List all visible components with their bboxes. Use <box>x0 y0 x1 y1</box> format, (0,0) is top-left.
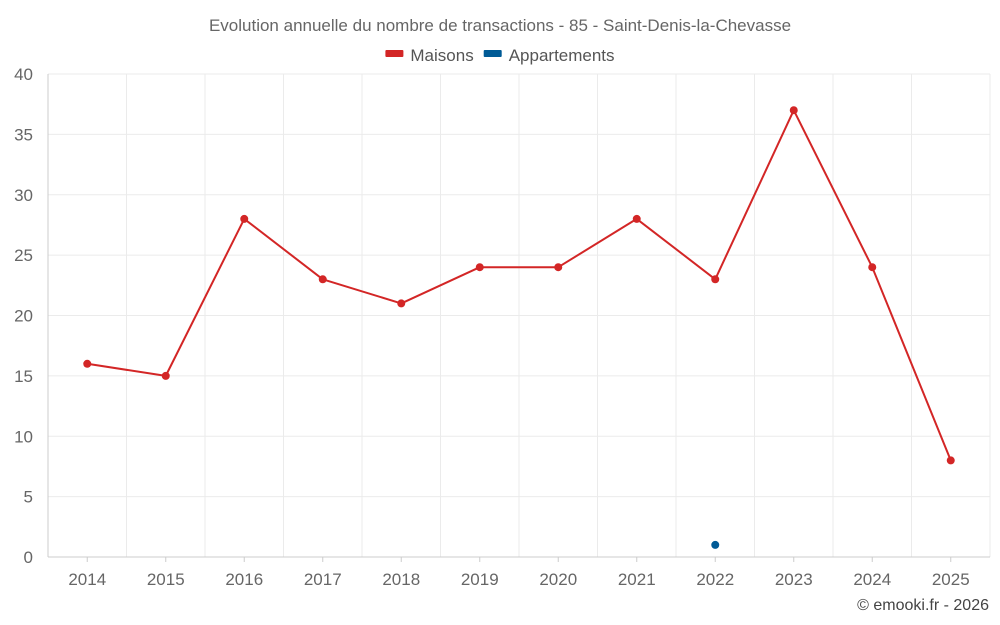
y-tick-label: 35 <box>14 125 33 144</box>
x-tick-label: 2021 <box>618 570 656 589</box>
data-point-maisons[interactable] <box>161 371 170 380</box>
gridlines <box>47 73 991 557</box>
data-point-maisons[interactable] <box>240 214 249 223</box>
x-tick-label: 2014 <box>68 570 106 589</box>
data-point-maisons[interactable] <box>318 275 327 284</box>
legend-label: Maisons <box>410 46 473 65</box>
x-tick-label: 2024 <box>853 570 891 589</box>
x-tick-label: 2023 <box>775 570 813 589</box>
legend-item-appartements[interactable]: Appartements <box>483 46 615 65</box>
credit-text: © emooki.fr - 2026 <box>857 597 989 614</box>
x-tick-label: 2015 <box>147 570 185 589</box>
data-point-maisons[interactable] <box>946 456 955 465</box>
y-tick-label: 20 <box>14 307 33 326</box>
data-point-maisons[interactable] <box>789 106 798 115</box>
data-point-maisons[interactable] <box>83 359 92 368</box>
data-point-appartements[interactable] <box>711 540 720 549</box>
series-maisons <box>83 106 955 465</box>
y-tick-label: 30 <box>14 186 33 205</box>
y-tick-label: 40 <box>14 65 33 84</box>
y-tick-label: 15 <box>14 367 33 386</box>
series-layer <box>83 106 955 549</box>
data-point-maisons[interactable] <box>475 263 484 272</box>
x-tick-label: 2018 <box>382 570 420 589</box>
data-point-maisons[interactable] <box>868 263 877 272</box>
x-tick-label: 2020 <box>539 570 577 589</box>
x-tick-label: 2022 <box>696 570 734 589</box>
data-point-maisons[interactable] <box>554 263 563 272</box>
y-tick-label: 25 <box>14 246 33 265</box>
x-tick-label: 2025 <box>932 570 970 589</box>
legend-swatch <box>483 50 502 57</box>
chart-title: Evolution annuelle du nombre de transact… <box>209 16 791 35</box>
x-tick-label: 2016 <box>225 570 263 589</box>
series-appartements <box>711 540 720 549</box>
y-tick-label: 10 <box>14 427 33 446</box>
y-tick-label: 5 <box>24 488 33 507</box>
data-point-maisons[interactable] <box>632 214 641 223</box>
series-line-maisons <box>87 109 952 461</box>
legend-swatch <box>385 50 404 57</box>
data-point-maisons[interactable] <box>397 299 406 308</box>
legend: Maisons Appartements <box>385 46 615 65</box>
x-tick-label: 2019 <box>461 570 499 589</box>
legend-label: Appartements <box>509 46 615 65</box>
data-point-maisons[interactable] <box>711 275 720 284</box>
legend-item-maisons[interactable]: Maisons <box>385 46 474 65</box>
x-tick-label: 2017 <box>304 570 342 589</box>
y-tick-label: 0 <box>24 548 33 567</box>
